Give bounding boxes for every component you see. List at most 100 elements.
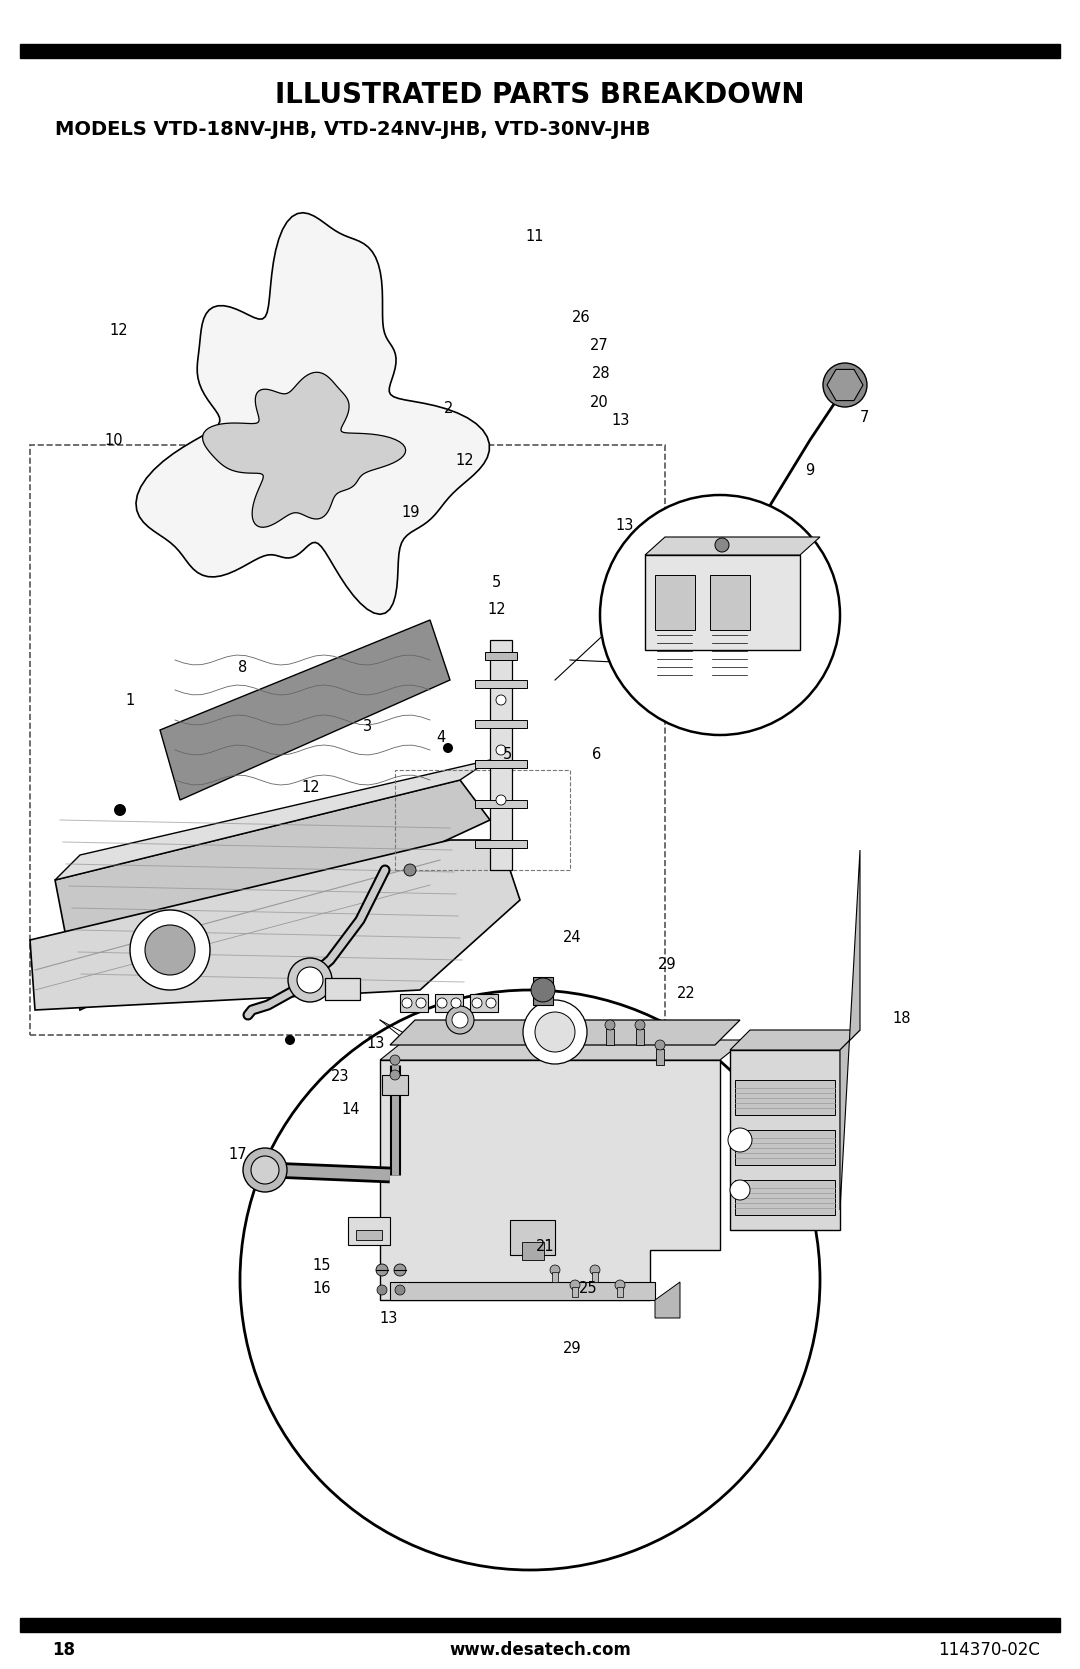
Bar (30, 446, 665, 1035)
Bar (21, 43, 1059, 58)
Text: 10: 10 (104, 434, 123, 447)
Text: 9: 9 (806, 464, 814, 477)
Text: 12: 12 (109, 324, 129, 337)
Text: 12: 12 (455, 454, 474, 467)
Bar (490, 639, 512, 870)
Text: 18: 18 (892, 1011, 912, 1025)
Text: 13: 13 (611, 414, 631, 427)
Text: 5: 5 (492, 576, 501, 589)
Circle shape (251, 1157, 279, 1183)
Text: 24: 24 (563, 931, 582, 945)
Circle shape (446, 1006, 474, 1035)
Polygon shape (645, 537, 820, 556)
Text: 12: 12 (301, 781, 321, 794)
Polygon shape (55, 759, 490, 880)
Circle shape (297, 966, 323, 993)
Circle shape (114, 804, 126, 816)
Circle shape (823, 362, 867, 407)
Circle shape (730, 1180, 750, 1200)
Polygon shape (30, 840, 519, 1010)
Text: 19: 19 (401, 506, 420, 519)
Polygon shape (136, 212, 489, 614)
Circle shape (496, 794, 507, 804)
Circle shape (550, 1265, 561, 1275)
Text: 5: 5 (503, 748, 512, 761)
Text: www.desatech.com: www.desatech.com (449, 1641, 631, 1659)
Polygon shape (730, 1030, 860, 1050)
Text: 20: 20 (590, 396, 609, 409)
Circle shape (443, 743, 453, 753)
Circle shape (615, 1280, 625, 1290)
Circle shape (654, 1040, 665, 1050)
Circle shape (531, 978, 555, 1001)
Text: 15: 15 (312, 1258, 332, 1272)
Text: 25: 25 (579, 1282, 598, 1295)
Circle shape (496, 694, 507, 704)
Text: 16: 16 (312, 1282, 332, 1295)
Text: 12: 12 (487, 603, 507, 616)
Bar (475, 719, 527, 728)
Text: 27: 27 (590, 339, 609, 352)
Bar (475, 679, 527, 688)
Text: 14: 14 (341, 1103, 361, 1117)
Text: 2: 2 (444, 402, 453, 416)
Text: 13: 13 (615, 519, 634, 532)
Bar (735, 1080, 835, 1115)
Circle shape (831, 371, 859, 399)
Circle shape (453, 1011, 468, 1028)
Bar (475, 759, 527, 768)
Polygon shape (380, 1060, 720, 1300)
Circle shape (486, 998, 496, 1008)
Text: 28: 28 (592, 367, 611, 381)
Bar (534, 976, 553, 1005)
Circle shape (728, 1128, 752, 1152)
Bar (636, 1030, 644, 1045)
Bar (400, 995, 428, 1011)
Text: 7: 7 (860, 411, 868, 424)
Bar (710, 576, 750, 629)
Bar (348, 1217, 390, 1245)
Circle shape (535, 1011, 575, 1051)
Text: 17: 17 (228, 1148, 247, 1162)
Bar (390, 1282, 654, 1300)
Bar (656, 1050, 664, 1065)
Text: 114370-02C: 114370-02C (939, 1641, 1040, 1659)
Text: 23: 23 (330, 1070, 350, 1083)
Bar (735, 1130, 835, 1165)
Circle shape (390, 1055, 400, 1065)
Bar (654, 576, 696, 629)
Polygon shape (654, 1282, 680, 1319)
Bar (470, 995, 498, 1011)
Polygon shape (160, 619, 450, 799)
Circle shape (570, 1280, 580, 1290)
Circle shape (404, 865, 416, 876)
Circle shape (285, 1035, 295, 1045)
Circle shape (402, 998, 411, 1008)
Bar (475, 799, 527, 808)
Bar (552, 1272, 558, 1282)
Circle shape (523, 1000, 588, 1065)
Text: 8: 8 (239, 661, 247, 674)
Text: 3: 3 (363, 719, 372, 733)
Polygon shape (380, 1040, 745, 1060)
Circle shape (376, 1263, 388, 1277)
Bar (606, 1030, 615, 1045)
Text: 26: 26 (571, 310, 591, 324)
Bar (730, 1050, 840, 1230)
Circle shape (377, 1285, 387, 1295)
Bar (475, 840, 527, 848)
Circle shape (395, 1285, 405, 1295)
Polygon shape (55, 779, 490, 1010)
Circle shape (130, 910, 210, 990)
Polygon shape (203, 372, 406, 527)
Polygon shape (390, 1020, 740, 1045)
Circle shape (715, 537, 729, 552)
Circle shape (437, 998, 447, 1008)
Text: 13: 13 (379, 1312, 399, 1325)
Circle shape (145, 925, 195, 975)
Bar (21, 1617, 1059, 1632)
Bar (735, 1180, 835, 1215)
Bar (510, 1220, 555, 1255)
Polygon shape (827, 369, 863, 401)
Bar (572, 1287, 578, 1297)
